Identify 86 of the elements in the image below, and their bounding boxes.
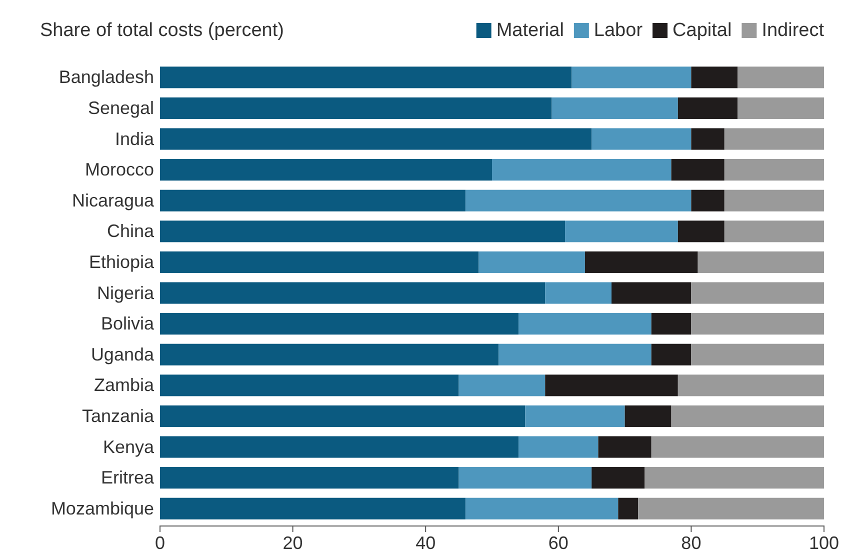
x-tick-label: 80 (681, 532, 702, 553)
bar (738, 97, 824, 119)
bar (160, 405, 526, 427)
bar (492, 159, 672, 181)
y-tick-label: Nigeria (96, 282, 155, 303)
y-tick-label: China (106, 221, 155, 242)
y-tick-label: India (114, 128, 155, 149)
bar (160, 66, 572, 88)
bar (565, 220, 678, 242)
bar (678, 97, 738, 119)
bar (160, 344, 499, 366)
bar (651, 344, 692, 366)
bar (724, 190, 824, 212)
bar (724, 128, 824, 150)
bar (160, 467, 459, 489)
bar (498, 344, 652, 366)
bar (691, 66, 738, 88)
x-tick-label: 60 (548, 532, 568, 553)
bar (612, 282, 692, 304)
bar (160, 128, 592, 150)
bar (678, 220, 724, 242)
y-tick-label: Bangladesh (58, 67, 154, 88)
bar (465, 190, 692, 212)
y-tick-label: Eritrea (100, 468, 155, 488)
bar (518, 436, 598, 458)
bar (738, 66, 824, 88)
bar (160, 251, 479, 273)
y-tick-label: Tanzania (82, 406, 155, 426)
bar (691, 313, 824, 335)
bar (598, 436, 652, 458)
bar (160, 436, 519, 458)
bar (724, 159, 824, 181)
y-tick-label: Bolivia (100, 314, 155, 334)
bar (592, 128, 692, 150)
bar (160, 97, 552, 119)
legend-label: Indirect (762, 20, 825, 41)
chart-title: Share of total costs (percent) (40, 20, 284, 41)
bar (651, 313, 692, 335)
bar (584, 251, 698, 273)
legend-label: Labor (594, 20, 644, 41)
y-tick-label: Nicaragua (72, 190, 155, 210)
bar (545, 374, 678, 396)
bar (458, 467, 592, 489)
bar (651, 436, 824, 458)
bar (618, 498, 638, 520)
y-tick-label: Mozambique (50, 498, 154, 518)
bar (478, 251, 585, 273)
bar (638, 498, 824, 520)
bar (160, 374, 459, 396)
x-tick-label: 100 (808, 532, 840, 553)
y-tick-label: Senegal (88, 98, 154, 118)
bar (160, 282, 546, 304)
bar (698, 251, 824, 273)
bar (160, 498, 466, 520)
y-tick-label: Ethiopia (88, 252, 155, 272)
bar (465, 498, 618, 520)
x-tick-label: 40 (416, 532, 436, 553)
y-tick-label: Zambia (94, 375, 155, 396)
bar (691, 282, 824, 304)
bar (525, 405, 625, 427)
bar (160, 159, 492, 181)
bar (678, 374, 824, 396)
bar (160, 190, 466, 212)
x-tick-label: 20 (282, 532, 303, 553)
y-tick-label: Kenya (102, 436, 155, 457)
bar (458, 374, 546, 396)
legend-label: Capital (672, 20, 732, 41)
bar (671, 159, 724, 181)
bar (552, 97, 678, 119)
bar (545, 282, 612, 304)
bar (691, 344, 824, 366)
bar (691, 190, 724, 212)
bar (592, 467, 645, 489)
bar (160, 313, 519, 335)
legend-label: Material (496, 20, 564, 41)
bar (644, 467, 824, 489)
bar (518, 313, 652, 335)
bar (724, 220, 824, 242)
y-tick-label: Uganda (90, 344, 155, 364)
bar (572, 66, 692, 88)
bar (624, 405, 672, 427)
bar (691, 128, 724, 150)
y-tick-label: Morocco (84, 160, 154, 180)
bar (671, 405, 824, 427)
bar (160, 220, 566, 242)
x-tick-label: 0 (154, 532, 166, 553)
